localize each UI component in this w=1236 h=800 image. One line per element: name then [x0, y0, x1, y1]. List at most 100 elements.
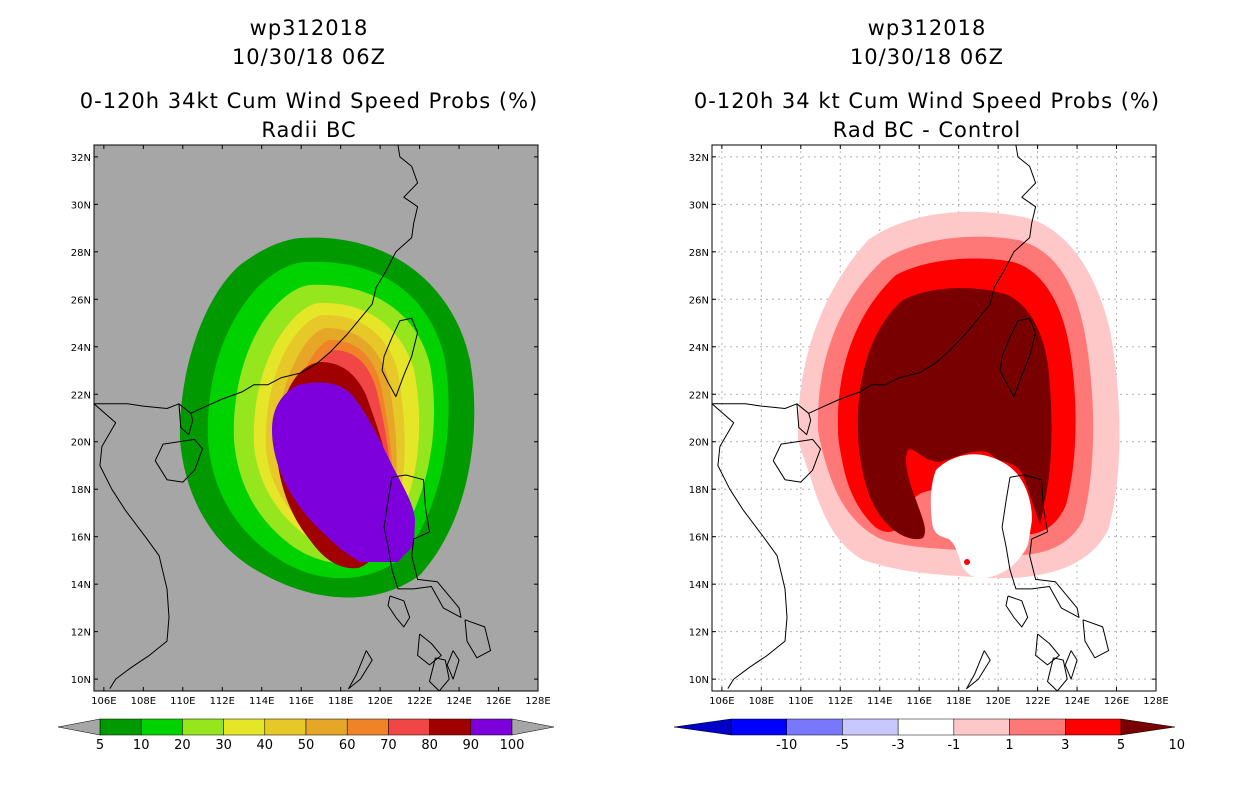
right-coastlines: [712, 145, 1110, 691]
x-tick-label: 126E: [486, 696, 511, 707]
y-tick-label: 20N: [689, 438, 709, 449]
colorbar-end-right: [1120, 718, 1176, 736]
coastline-taiwan: [381, 317, 419, 398]
x-tick-label: 106E: [709, 696, 734, 707]
colorbar-label: 3: [1061, 738, 1069, 753]
colorbar-end-left: [57, 718, 101, 736]
coastline-luzon: [383, 474, 462, 618]
right-map-frame: [711, 144, 1157, 692]
colorbar-box: [305, 718, 348, 736]
colorbar-box: [223, 718, 266, 736]
x-tick-label: 112E: [210, 696, 235, 707]
left-chart-subtitle: Radii BC: [261, 118, 357, 142]
x-tick-label: 108E: [131, 696, 156, 707]
coastline-china: [712, 145, 1037, 414]
colorbar-label: 60: [339, 738, 356, 753]
right-chart-panel: wp312018 10/30/18 06Z 0-120h 34 kt Cum W…: [618, 0, 1236, 800]
diff-band-white-core: [930, 454, 1032, 579]
colorbar-box: [264, 718, 307, 736]
x-tick-label: 120E: [367, 696, 392, 707]
x-tick-label: 110E: [788, 696, 813, 707]
colorbar-box: [388, 718, 430, 736]
right-chart-title: 0-120h 34 kt Cum Wind Speed Probs (%): [693, 89, 1161, 113]
x-tick-label: 114E: [867, 696, 892, 707]
colorbar-label: -10: [776, 738, 797, 753]
coastline-mindoro: [387, 595, 411, 628]
y-tick-label: 32N: [689, 153, 709, 164]
y-tick-label: 32N: [71, 153, 91, 164]
colorbar-box: [897, 718, 955, 736]
right-storm-id: wp312018: [867, 16, 987, 40]
x-tick-label: 126E: [1104, 696, 1129, 707]
y-tick-label: 16N: [689, 533, 709, 544]
coastline-negros: [1047, 657, 1068, 691]
right-map-axes: 106E 108E 110E 112E 114E 116E 118E 120E 122E 124E…: [689, 145, 1169, 707]
colorbar-label: 5: [96, 738, 104, 753]
x-tick-label: 128E: [1143, 696, 1168, 707]
colorbar-box: [730, 718, 787, 736]
x-tick-label: 116E: [288, 696, 313, 707]
colorbar-end-right: [511, 718, 555, 736]
y-tick-label: 12N: [689, 628, 709, 639]
x-tick-label: 124E: [446, 696, 471, 707]
coastline-panay: [1035, 633, 1060, 666]
diff-point-red: [964, 559, 970, 565]
y-tick-label: 26N: [71, 295, 91, 306]
colorbar-label: 20: [174, 738, 191, 753]
coastline-negros: [429, 657, 450, 691]
coastline-taiwan: [999, 317, 1037, 398]
x-tick-label: 118E: [328, 696, 353, 707]
y-tick-label: 18N: [71, 485, 91, 496]
prob-band-100: [272, 382, 415, 562]
right-datetime: 10/30/18 06Z: [849, 45, 1005, 69]
colorbar-box: [1065, 718, 1122, 736]
y-tick-label: 16N: [71, 533, 91, 544]
y-tick-label: 24N: [71, 343, 91, 354]
y-tick-label: 28N: [71, 248, 91, 259]
left-storm-id: wp312018: [249, 16, 369, 40]
coastline-palawan: [348, 650, 373, 690]
y-tick-label: 30N: [71, 200, 91, 211]
colorbar-label: 90: [463, 738, 480, 753]
diff-band-10: [857, 288, 1052, 540]
y-tick-label: 14N: [71, 580, 91, 591]
left-chart-title: 0-120h 34kt Cum Wind Speed Probs (%): [79, 89, 539, 113]
colorbar-label: 10: [1168, 738, 1185, 753]
colorbar-box: [140, 718, 183, 736]
left-datetime: 10/30/18 06Z: [231, 45, 387, 69]
x-tick-label: 112E: [828, 696, 853, 707]
y-tick-label: 24N: [689, 343, 709, 354]
coastline-samar: [1082, 619, 1110, 659]
colorbar-box: [1009, 718, 1066, 736]
coastline-leizhou: [178, 403, 194, 436]
coastline-hainan: [772, 438, 821, 483]
coastline-luzon: [1001, 474, 1080, 618]
x-tick-label: 122E: [407, 696, 432, 707]
right-difference-contours: [797, 211, 1120, 579]
left-probability-map: 106E 108E 110E 112E 114E 116E 118E 120E 122E 124E…: [57, 144, 555, 753]
colorbar-label: 40: [257, 738, 274, 753]
right-difference-map: 106E 108E 110E 112E 114E 116E 118E 120E 122E 124E…: [673, 144, 1185, 753]
left-coastlines: [94, 145, 492, 691]
coastline-vietnam: [94, 403, 170, 689]
y-tick-label: 26N: [689, 295, 709, 306]
y-tick-label: 14N: [689, 580, 709, 591]
x-tick-label: 128E: [525, 696, 550, 707]
x-tick-label: 118E: [946, 696, 971, 707]
y-tick-label: 12N: [71, 628, 91, 639]
colorbar-label: -5: [836, 738, 849, 753]
y-tick-label: 10N: [689, 675, 709, 686]
colorbar-label: 50: [298, 738, 315, 753]
y-tick-label: 30N: [689, 200, 709, 211]
colorbar-box: [429, 718, 472, 736]
coastline-mindoro: [1005, 595, 1029, 628]
colorbar-box: [786, 718, 843, 736]
x-tick-label: 108E: [749, 696, 774, 707]
coastline-panay: [417, 633, 442, 666]
coastline-cebu: [446, 650, 460, 680]
coastline-leizhou: [796, 403, 812, 436]
left-colorbar: 5 10 20 30 40 50 60 70 80 90 100: [57, 718, 555, 753]
coastline-cebu: [1064, 650, 1078, 680]
left-chart-panel: wp312018 10/30/18 06Z 0-120h 34kt Cum Wi…: [57, 16, 555, 753]
y-tick-label: 22N: [71, 390, 91, 401]
